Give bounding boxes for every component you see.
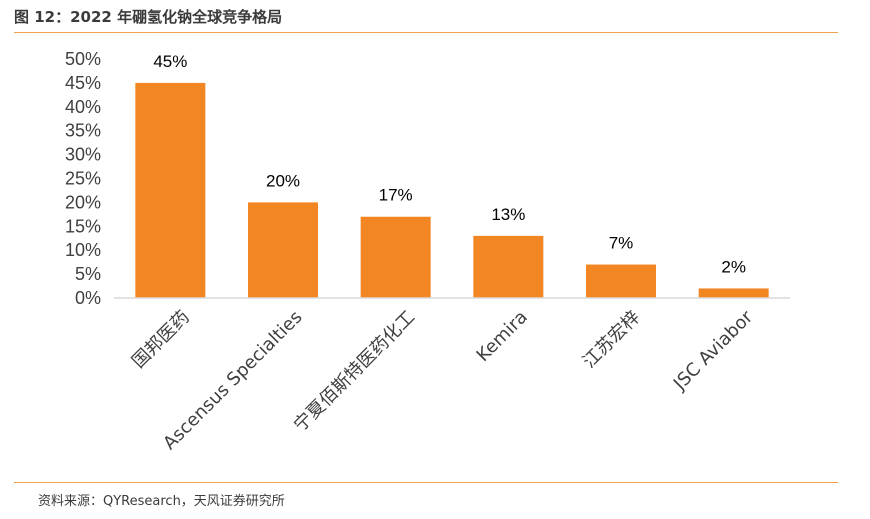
bar-chart: 0% 5% 10% 15% 20% 25% 30% 35% 40% 45% 50% 45% 国邦医药 20… bbox=[65, 49, 790, 454]
bar bbox=[135, 82, 206, 299]
y-tick-label: 35% bbox=[65, 121, 101, 141]
bar bbox=[473, 235, 544, 298]
y-tick-label: 50% bbox=[65, 49, 101, 69]
title-divider bbox=[14, 32, 838, 33]
data-label: 2% bbox=[721, 257, 746, 276]
category-label: 国邦医药 bbox=[128, 307, 194, 373]
data-label: 45% bbox=[153, 52, 187, 71]
category-label: JSC Aviabor bbox=[669, 306, 758, 395]
data-label: 7% bbox=[609, 234, 634, 253]
bar bbox=[248, 202, 318, 298]
bar bbox=[586, 264, 656, 298]
data-label: 20% bbox=[266, 171, 300, 190]
source-note: 资料来源：QYResearch，天风证券研究所 bbox=[38, 494, 285, 509]
category-label: 宁夏佰斯特医药化工 bbox=[290, 307, 419, 436]
data-label: 17% bbox=[379, 186, 413, 205]
category-label: Kemira bbox=[473, 307, 532, 366]
y-tick-label: 30% bbox=[65, 145, 101, 165]
y-tick-label: 15% bbox=[65, 216, 101, 236]
bar bbox=[360, 216, 431, 298]
y-tick-label: 20% bbox=[65, 192, 101, 212]
figure-title: 图 12：2022 年硼氢化钠全球竞争格局 bbox=[14, 8, 283, 26]
data-label: 13% bbox=[491, 205, 525, 224]
y-tick-label: 25% bbox=[65, 169, 101, 189]
bar bbox=[698, 288, 769, 298]
y-tick-label: 45% bbox=[65, 73, 101, 93]
source-divider bbox=[14, 482, 838, 483]
category-label: 江苏宏梓 bbox=[579, 307, 645, 373]
y-tick-label: 40% bbox=[65, 97, 101, 117]
y-tick-label: 0% bbox=[75, 288, 101, 308]
y-tick-label: 10% bbox=[65, 240, 101, 260]
y-tick-label: 5% bbox=[75, 264, 101, 284]
